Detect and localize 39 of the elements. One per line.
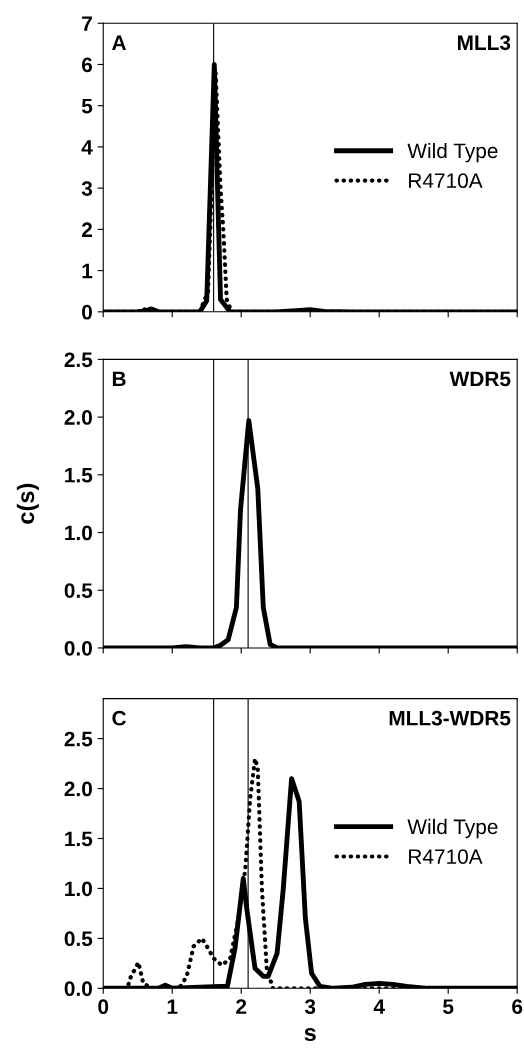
x-tick-label: 6 [512,999,523,1015]
y-tick-label: 0 [82,304,92,320]
y-tick-label: 0.5 [64,583,93,598]
y-tick-label: 1.0 [65,881,92,897]
y-tick-label: 0.0 [64,640,92,656]
y-tick-label: 2.0 [64,410,92,425]
x-tick-label: 5 [443,999,454,1015]
y-tick-label: 2 [81,222,92,237]
legend-label: Wild Type [407,142,498,163]
x-axis-title: s [304,1028,316,1042]
annotation: A [112,35,126,50]
chart-title: MLL3-WDR5 [389,710,511,726]
x-tick-label: 4 [373,999,385,1014]
chart-title: WDR5 [449,371,511,387]
legend-label: R4710A [409,173,483,189]
x-tick-label: 3 [304,999,316,1015]
y-tick-label: 3 [81,181,93,196]
legend-label: R4710A [409,849,483,864]
y-tick-label: 1.5 [65,831,93,847]
y-tick-label: 2.5 [64,352,93,368]
y-tick-label: 2.5 [64,731,93,747]
y-tick-label: 5 [81,98,93,114]
y-tick-label: 1 [82,263,93,279]
y-tick-label: 7 [82,16,92,31]
y-tick-label: 2.0 [64,781,92,797]
y-axis-title: c(s) [16,483,39,524]
y-tick-label: 6 [81,57,93,73]
y-tick-label: 1.0 [65,525,92,541]
y-tick-label: 1.5 [65,468,93,483]
x-tick-label: 2 [236,999,247,1014]
y-tick-label: 0.0 [64,981,92,997]
x-tick-label: 1 [167,999,178,1014]
y-tick-label: 4 [81,140,93,155]
chart-title: MLL3 [457,35,511,51]
annotation: B [112,371,126,387]
annotation: C [112,710,126,726]
y-tick-label: 0.5 [64,931,93,947]
legend-label: Wild Type [407,818,498,839]
x-tick-label: 0 [98,999,109,1015]
